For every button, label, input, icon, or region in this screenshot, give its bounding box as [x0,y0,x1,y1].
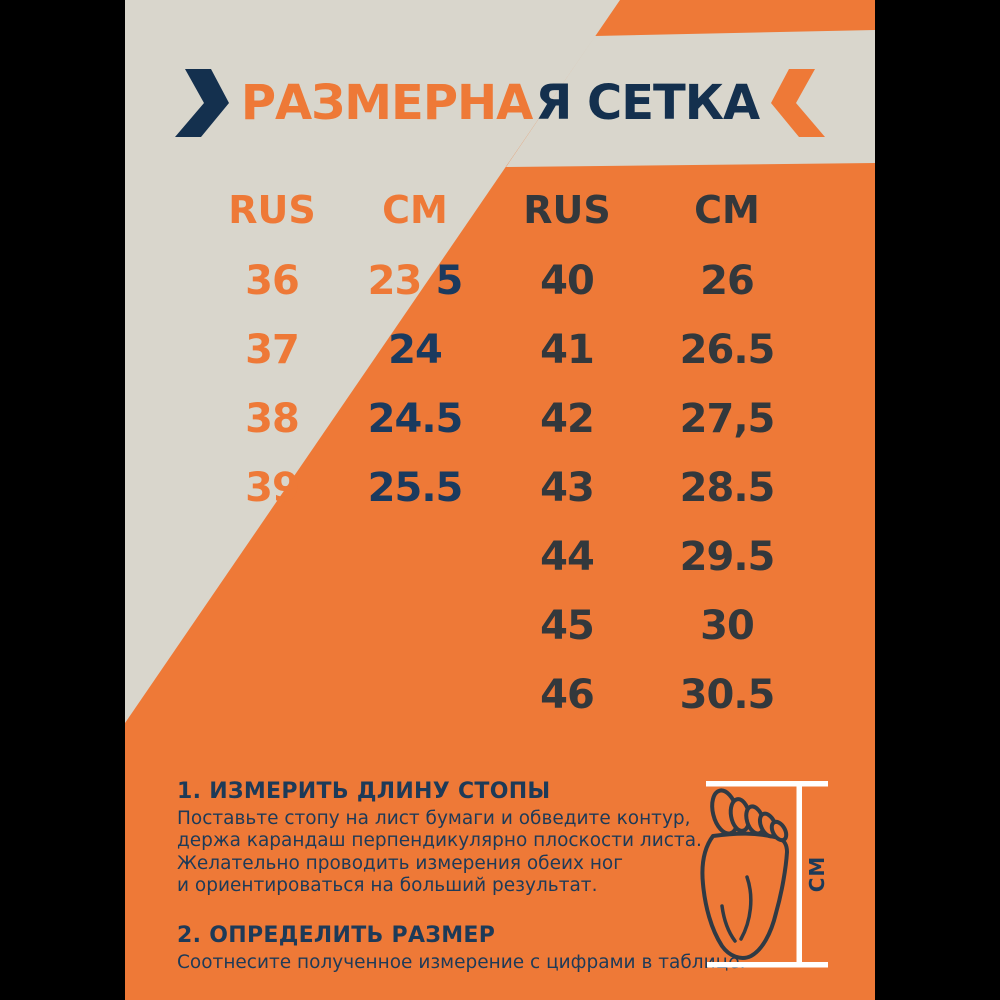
table-cell-rus: 45 [540,603,595,649]
table-cell-rus: 42 [540,396,595,442]
table-cell-rus: 38 [245,396,300,442]
step-1-heading: 1. ИЗМЕРИТЬ ДЛИНУ СТОПЫ [177,779,551,804]
step-1-text: Поставьте стопу на лист бумаги и обведит… [177,808,702,897]
table-cell-rus: 37 [245,327,300,373]
table-cell-cm: 26.5 [679,327,776,373]
step-2-heading: 2. ОПРЕДЕЛИТЬ РАЗМЕР [177,923,496,948]
foot-outline-icon [700,788,789,960]
left-letterbox-bar [0,0,125,1000]
table-cell-rus: 40 [540,258,595,304]
table-header-rus: RUS [228,188,316,232]
table-cell-cm: 27,5 [679,396,776,442]
chevron-right-icon [174,69,229,137]
table-header-rus: RUS [523,188,611,232]
table-header-cm: CM [694,188,760,232]
chevron-left-icon [771,69,826,137]
beige-title-band [506,30,875,167]
table-cell-cm: 24 [388,327,443,373]
step-1-text-line: держа карандаш перпендикулярно плоскости… [177,830,702,852]
title-text-navy: Я СЕТКА [535,75,760,131]
foot-measure-diagram [700,781,828,968]
table-cell-rus: 36 [245,258,300,304]
table-cell-cm: 26 [700,258,755,304]
cm-unit-label: СМ [805,855,829,893]
table-cell-rus: 44 [540,534,595,580]
table-cell-cm: 28.5 [679,465,776,511]
title-text-orange: РАЗМЕРНА [240,75,533,131]
table-cell-rus: 43 [540,465,595,511]
step-2-text: Соотнесите полученное измерение с цифрам… [177,952,746,973]
step-1-text-line: Желательно проводить измерения обеих ног [177,852,623,874]
page-title: РАЗМЕРНА Я СЕТКА [125,62,875,144]
step-1-text-line: Поставьте стопу на лист бумаги и обведит… [177,808,691,829]
table-cell-cm: 25.5 [367,465,464,511]
measure-bracket [706,781,828,968]
table-cell-rus: 41 [540,327,595,373]
table-header-cm: СМ [382,188,448,232]
table-cell-rus: 46 [540,672,595,718]
table-cell-cm: 29.5 [679,534,776,580]
step-1-text-line: и ориентироваться на больший результат. [177,874,598,896]
table-cell-cm: 30 [700,603,755,649]
table-cell-cm: 30.5 [679,672,776,718]
table-cell-cm: 23.5 [367,258,464,304]
table-cell-rus: 39 [245,465,300,511]
right-letterbox-bar [875,0,1000,1000]
diagonal-orange-band [125,0,875,1000]
table-cell-cm: 24.5 [367,396,464,442]
